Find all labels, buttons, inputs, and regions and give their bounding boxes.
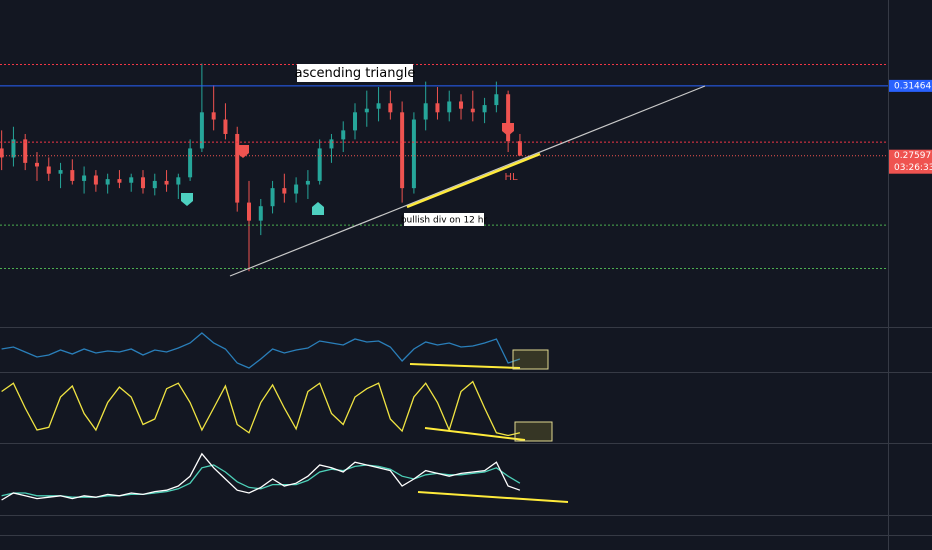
- indicator-line: [1, 332, 521, 369]
- sell-marker: [502, 123, 514, 136]
- candle-body: [23, 139, 28, 163]
- candle-body: [270, 188, 275, 207]
- divergence-line: [417, 491, 569, 503]
- annotation-box: [404, 213, 484, 226]
- candle-body: [459, 101, 464, 109]
- trend-line: [229, 85, 706, 277]
- divergence-line: [406, 152, 541, 209]
- candle-body: [199, 112, 204, 149]
- price-label: 0.31464: [894, 81, 931, 91]
- candle-body: [482, 105, 487, 113]
- indicator-line: [1, 464, 521, 498]
- axes: 0.31464 0.27597 03:26:33: [889, 79, 932, 174]
- candle-body: [282, 188, 287, 194]
- candle-body: [517, 141, 522, 156]
- marks: [0, 63, 888, 501]
- candle-body: [305, 180, 310, 185]
- candle-body: [105, 179, 110, 185]
- candle-body: [82, 175, 87, 181]
- candle-body: [435, 103, 440, 113]
- price-label-bg: [889, 79, 932, 92]
- candle-body: [423, 103, 428, 120]
- candle-body: [364, 108, 369, 113]
- candle-body: [447, 101, 452, 113]
- candle-body: [294, 184, 299, 194]
- annotation-box: [297, 64, 413, 82]
- candle-body: [353, 112, 358, 131]
- candle-body: [506, 94, 511, 142]
- candle-body: [376, 103, 381, 109]
- candle-body: [329, 139, 334, 149]
- candle-body: [317, 148, 322, 181]
- candle-body: [223, 119, 228, 134]
- annotation: ascending triangle: [295, 66, 416, 81]
- candle-body: [411, 119, 416, 189]
- candle-body: [152, 180, 157, 189]
- price-label-bg: [889, 149, 932, 174]
- candle-body: [34, 162, 39, 167]
- candle-body: [258, 206, 263, 221]
- candle-body: [176, 177, 181, 185]
- candle-body: [470, 108, 475, 113]
- buy-marker: [181, 193, 193, 206]
- candle-body: [494, 94, 499, 106]
- indicator-line: [1, 380, 521, 437]
- candle-body: [46, 166, 51, 174]
- candle-body: [11, 139, 16, 158]
- candle-body: [93, 175, 98, 185]
- highlight-box: [514, 421, 553, 442]
- countdown: 03:26:33: [894, 163, 932, 173]
- candle-body: [188, 148, 193, 178]
- candle-body: [58, 170, 63, 174]
- annotation: bullish div on 12 hr: [401, 216, 488, 226]
- candle-body: [247, 202, 252, 221]
- candle-body: [140, 177, 145, 189]
- candle-body: [235, 133, 240, 203]
- buy-marker: [312, 202, 324, 215]
- divergence-line: [409, 363, 521, 369]
- sell-marker: [237, 145, 249, 158]
- annotation: HL: [504, 172, 518, 183]
- candle-body: [129, 177, 134, 183]
- divergence-line: [424, 427, 526, 441]
- indicator-line: [1, 452, 521, 501]
- price-label: 0.27597: [894, 151, 931, 161]
- candle-body: [388, 103, 393, 113]
- candle-body: [117, 179, 122, 183]
- candle-body: [341, 130, 346, 140]
- candle-body: [70, 170, 75, 181]
- candle-body: [164, 180, 169, 185]
- candle-body: [0, 148, 4, 158]
- candle-body: [400, 112, 405, 189]
- highlight-box: [512, 349, 549, 370]
- candle-body: [211, 112, 216, 120]
